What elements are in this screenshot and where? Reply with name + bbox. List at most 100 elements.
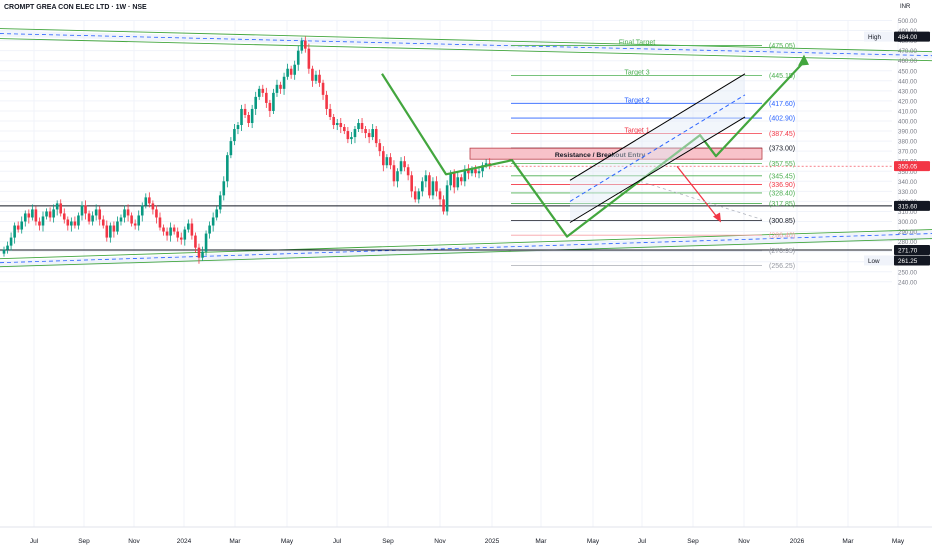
- y-tick-label: 300.00: [898, 219, 917, 226]
- candle-body: [460, 177, 463, 182]
- resistance-zone-label: Resistance / Breakout Entry: [555, 152, 646, 159]
- lower-channel-mid: [0, 233, 932, 264]
- price-tag-label: 484.00: [898, 34, 918, 41]
- x-tick-label: May: [587, 538, 600, 545]
- candle-body: [421, 181, 424, 192]
- y-tick-label: 390.00: [898, 129, 917, 136]
- y-tick-label: 330.00: [898, 189, 917, 196]
- y-tick-label: 430.00: [898, 88, 917, 95]
- candle-body: [2, 249, 6, 254]
- candle-body: [318, 74, 321, 83]
- upper-channel-bottom: [0, 38, 932, 62]
- candle-body: [360, 123, 364, 130]
- candle-body: [467, 169, 470, 174]
- candle-body: [357, 123, 360, 130]
- candle-body: [300, 40, 304, 51]
- candle-body: [431, 181, 435, 196]
- x-tick-label: Sep: [687, 538, 699, 545]
- candle-body: [389, 157, 392, 166]
- candle-body: [428, 175, 431, 196]
- candle-body: [226, 155, 229, 182]
- candle-body: [346, 131, 350, 140]
- candle-body: [311, 68, 314, 81]
- candle-body: [162, 227, 165, 232]
- level-label: (445.15): [769, 73, 795, 80]
- candle-body: [435, 181, 438, 192]
- price-tag-name-bg: [864, 255, 894, 266]
- ascending-channel-upper: [569, 73, 746, 181]
- x-tick-label: Jul: [333, 538, 342, 545]
- candle-body: [52, 209, 55, 218]
- y-tick-label: 280.00: [898, 239, 917, 246]
- level-label: (317.85): [769, 201, 795, 208]
- time-axis: Jul Sep Nov 2024 Mar May Jul Sep Nov 2025 Mar May Ju…: [0, 526, 932, 545]
- candle-body: [66, 219, 70, 226]
- price-axis: 500.00 490.00 480.00 470.00 460.00 450.00 440.…: [864, 18, 930, 286]
- candle-body: [133, 223, 137, 226]
- x-tick-label: Nov: [738, 538, 750, 545]
- candle-body: [62, 213, 66, 220]
- lower-channel-fill: [0, 230, 932, 268]
- x-tick-label: 2026: [790, 538, 805, 545]
- y-tick-label: 290.00: [898, 229, 917, 236]
- candle-body: [73, 221, 77, 226]
- price-tag: [894, 244, 930, 255]
- candle-body: [477, 171, 481, 174]
- candle-body: [48, 211, 52, 218]
- y-tick-label: 450.00: [898, 68, 917, 75]
- candle-body: [240, 108, 243, 126]
- candle-body: [463, 169, 467, 182]
- y-tick-label: 400.00: [898, 119, 917, 126]
- x-tick-label: Mar: [229, 538, 241, 545]
- candle-body: [250, 108, 254, 124]
- candle-body: [59, 203, 63, 214]
- candle-body: [70, 221, 73, 226]
- candle-body: [399, 161, 403, 172]
- candle-body: [176, 231, 180, 238]
- y-tick-label: 250.00: [898, 269, 917, 276]
- bearish-arrow-line: [676, 165, 720, 220]
- projection-drawings: [381, 54, 809, 238]
- candle-body: [208, 225, 211, 234]
- candle-body: [243, 108, 247, 115]
- y-tick-label: 420.00: [898, 98, 917, 105]
- candle-body: [353, 129, 357, 138]
- candle-body: [449, 173, 452, 186]
- candle-body: [187, 223, 190, 230]
- level-label: (357.55): [769, 161, 795, 168]
- candle-body: [140, 205, 144, 216]
- level-label: (345.45): [769, 173, 795, 180]
- candle-body: [307, 48, 311, 69]
- candle-body: [109, 225, 112, 238]
- candle-body: [406, 167, 410, 176]
- candle-body: [417, 191, 421, 200]
- y-tick-label: 240.00: [898, 279, 917, 286]
- price-tag: [894, 200, 930, 211]
- candle-body: [197, 247, 201, 258]
- candle-body: [445, 185, 449, 212]
- price-tag-name: High: [868, 34, 881, 41]
- x-tick-label: 2024: [177, 538, 192, 545]
- candle-body: [438, 191, 442, 200]
- price-tag-name: Low: [868, 258, 880, 265]
- candle-body: [144, 197, 148, 206]
- lower-channel-bottom: [0, 238, 932, 268]
- candle-body: [130, 215, 133, 224]
- candle-body: [55, 203, 59, 210]
- candle-body: [265, 92, 268, 103]
- candle-body: [31, 209, 34, 218]
- candle-body: [481, 165, 484, 172]
- candle-body: [325, 94, 328, 109]
- y-tick-label: 440.00: [898, 78, 917, 85]
- candle-body: [364, 129, 367, 134]
- price-tag-label: 355.05: [898, 164, 918, 171]
- candle-body: [123, 209, 126, 218]
- x-tick-label: Jul: [30, 538, 39, 545]
- candle-body: [371, 129, 374, 138]
- y-tick-label: 340.00: [898, 179, 917, 186]
- candle-body: [378, 143, 382, 152]
- price-tag-name-bg: [864, 31, 894, 42]
- candle-body: [116, 221, 119, 232]
- candle-body: [27, 213, 31, 218]
